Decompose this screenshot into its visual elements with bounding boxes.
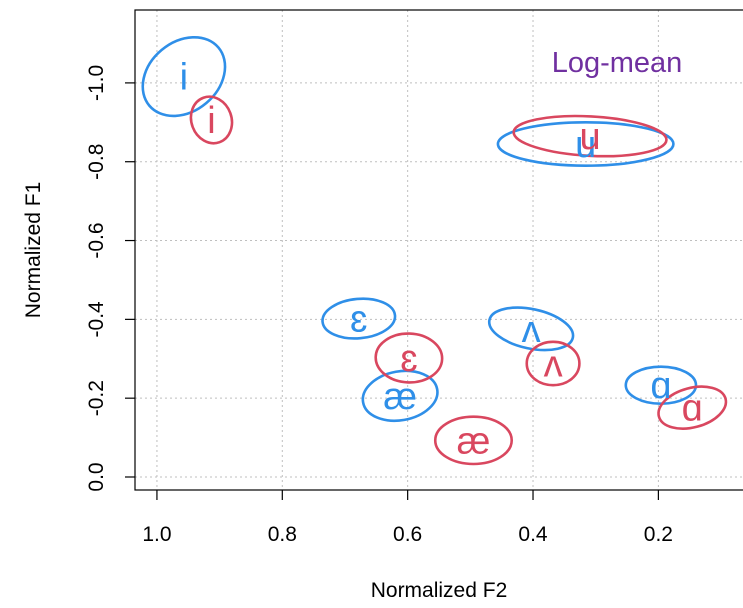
vowel-ellipse [512,114,668,158]
vowel-label: ɛ [350,299,367,341]
y-tick-label: -0.6 [85,222,108,258]
x-tick-label: 0.8 [268,523,297,546]
vowel-label: u [575,124,596,166]
vowel-ellipse [374,332,444,384]
y-tick-label: -0.2 [85,380,108,416]
vowel-label: u [579,116,600,158]
vowel-label: ɑ [650,365,671,407]
vowel-ellipse [433,415,514,466]
vowel-ellipse [487,306,575,352]
y-tick-label: -0.8 [85,144,108,180]
vowel-label: i [207,100,215,142]
vowel-ellipse [496,121,675,167]
vowel-ellipse [657,385,728,430]
vowel-label: æ [457,420,491,462]
annotation-label: Log-mean [552,47,683,79]
x-tick-label: 1.0 [142,523,171,546]
y-tick-label: -1.0 [85,65,108,101]
vowel-ellipses [141,35,728,466]
vowel-label: æ [383,376,417,418]
x-axis-title: Normalized F2 [371,579,508,602]
plot-frame [134,9,743,491]
vowel-label: ʌ [544,343,563,385]
vowel-label: i [180,57,188,99]
vowel-ellipse [189,95,234,145]
vowel-ellipse [141,35,227,118]
y-axis-ticks: 0.0 -0.2 -0.4 -0.6 -0.8 -1.0 [85,65,135,492]
x-tick-label: 0.4 [518,523,548,546]
grid [135,10,743,490]
vowel-label: ɑ [682,388,703,430]
x-axis-ticks: 1.0 0.8 0.6 0.4 0.2 [142,490,673,546]
x-tick-label: 0.6 [393,523,422,546]
y-tick-label: -0.4 [85,301,108,338]
x-tick-label: 0.2 [644,523,673,546]
y-axis-title: Normalized F1 [22,182,45,319]
y-tick-label: 0.0 [85,462,108,491]
vowel-label: ʌ [522,309,541,351]
vowel-ellipse [321,297,397,340]
vowel-ellipse [525,340,581,387]
vowel-label: ɛ [400,338,417,380]
vowel-ellipse [361,369,439,423]
